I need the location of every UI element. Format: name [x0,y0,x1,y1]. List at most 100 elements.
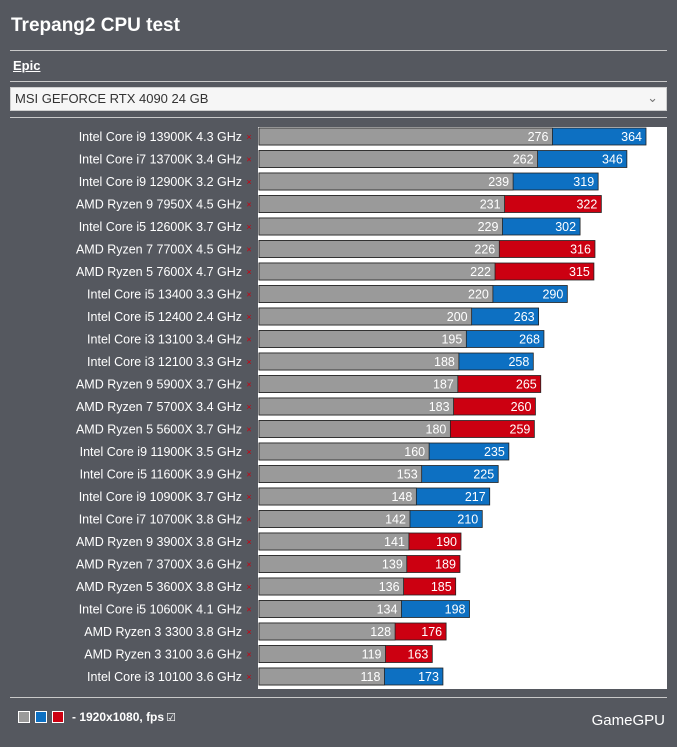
data-label-max: 235 [484,445,505,459]
category-label: AMD Ryzen 5 5600X 3.7 GHz [76,423,242,437]
category-label: Intel Core i5 12400 2.4 GHz [87,310,242,324]
data-label-max: 163 [407,648,428,662]
gpu-select-value: MSI GEFORCE RTX 4090 24 GB [15,91,209,106]
remove-icon: × [246,155,251,165]
bar-min [258,307,473,326]
bar-min [258,150,538,168]
category-label: Intel Core i9 12900K 3.2 GHz [79,175,242,189]
bar-min [258,622,396,641]
bar-min [258,195,505,213]
bar-min [258,172,514,191]
category-label: AMD Ryzen 9 3900X 3.8 GHz [76,535,242,549]
data-label-max: 316 [570,243,591,257]
brand-label: GameGPU [591,712,665,729]
bar-min [258,645,386,663]
data-label-min: 119 [362,648,382,662]
bar-min [258,442,430,461]
remove-icon: × [246,537,251,547]
data-label-min: 183 [429,400,450,414]
data-label-min: 239 [488,175,509,189]
bar-min [258,352,460,371]
bar-min [258,217,503,236]
data-label-min: 231 [480,198,501,212]
data-label-max: 265 [516,378,537,392]
data-label-max: 263 [514,310,535,324]
data-label-max: 190 [436,535,457,549]
category-label: AMD Ryzen 9 7950X 4.5 GHz [76,198,242,212]
data-label-max: 268 [519,333,540,347]
data-label-max: 217 [465,490,486,504]
category-label: AMD Ryzen 3 3300 3.8 GHz [84,625,242,639]
data-label-max: 258 [508,355,529,369]
category-label: Intel Core i7 13700K 3.4 GHz [79,153,242,167]
category-label: Intel Core i7 10700K 3.8 GHz [79,513,242,527]
legend-swatch-amd[interactable] [52,711,64,723]
bar-min [258,285,494,303]
checkbox-icon[interactable]: ☑ [166,711,176,724]
data-label-min: 141 [384,535,405,549]
remove-icon: × [246,627,251,637]
remove-icon: × [246,200,251,210]
bar-min [258,487,417,506]
remove-icon: × [246,357,251,367]
bar-min [258,262,496,281]
category-label: Intel Core i9 13900K 4.3 GHz [79,130,242,144]
preset-tab-epic[interactable]: Epic [13,58,41,73]
data-label-min: 226 [474,243,495,257]
divider [10,50,667,51]
chart-title: Trepang2 CPU test [11,15,180,36]
bar-min [258,397,454,416]
data-label-min: 134 [377,603,398,617]
category-label: AMD Ryzen 7 3700X 3.6 GHz [76,558,242,572]
category-label: AMD Ryzen 5 7600X 4.7 GHz [76,265,242,279]
bar-min [258,577,404,596]
bar-min [258,600,402,618]
data-label-max: 176 [421,625,442,639]
remove-icon: × [246,312,251,322]
category-label: AMD Ryzen 7 7700X 4.5 GHz [76,243,242,257]
data-label-min: 187 [433,378,454,392]
data-label-max: 315 [569,265,590,279]
remove-icon: × [246,177,251,187]
remove-icon: × [246,560,251,570]
legend-swatch-min[interactable] [18,711,30,723]
data-label-min: 139 [382,558,403,572]
legend-swatch-intel[interactable] [35,711,47,723]
category-label: Intel Core i3 12100 3.3 GHz [87,355,242,369]
data-label-min: 160 [404,445,425,459]
data-label-max: 185 [431,580,452,594]
data-label-max: 319 [573,175,594,189]
category-label: AMD Ryzen 9 5900X 3.7 GHz [76,378,242,392]
remove-icon: × [246,650,251,660]
data-label-min: 195 [441,333,462,347]
remove-icon: × [246,267,251,277]
data-label-min: 128 [370,625,391,639]
data-label-min: 222 [470,265,491,279]
data-label-max: 302 [555,220,576,234]
data-label-min: 142 [385,513,406,527]
remove-icon: × [246,492,251,502]
gpu-select[interactable]: MSI GEFORCE RTX 4090 24 GB ⌄ [10,87,667,111]
remove-icon: × [246,335,251,345]
bar-min [258,532,410,551]
remove-icon: × [246,245,251,255]
data-label-min: 153 [397,468,418,482]
category-label: Intel Core i9 10900K 3.7 GHz [79,490,242,504]
bar-min [258,330,467,348]
bar-min [258,667,385,686]
data-label-max: 225 [473,468,494,482]
category-label: Intel Core i3 13100 3.4 GHz [87,333,242,347]
data-label-min: 220 [468,288,489,302]
bar-min [258,375,459,393]
remove-icon: × [246,222,251,232]
bar-min [258,420,451,438]
legend-label: - 1920x1080, fps [72,710,165,724]
remove-icon: × [246,132,251,142]
data-label-max: 173 [418,670,439,684]
bar-min [258,127,553,146]
category-label: AMD Ryzen 3 3100 3.6 GHz [84,648,242,662]
remove-icon: × [246,582,251,592]
category-label: Intel Core i5 13400 3.3 GHz [87,288,242,302]
bar-min [258,240,500,258]
data-label-min: 180 [426,423,447,437]
